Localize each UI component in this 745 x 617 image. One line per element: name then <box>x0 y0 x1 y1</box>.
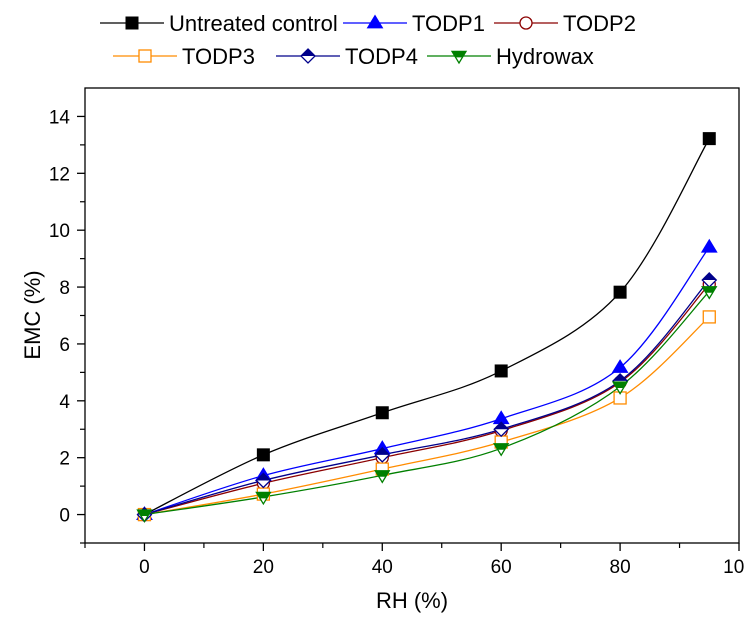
marker-fill <box>137 510 152 516</box>
marker-fill <box>613 373 628 381</box>
marker-shape <box>375 406 389 420</box>
x-axis-ticks: 0 20 40 60 80 100 <box>84 543 745 578</box>
x-tick-label: 40 <box>372 557 393 578</box>
data-point <box>136 509 153 523</box>
y-tick-label: 6 <box>59 335 70 356</box>
x-tick-label: 0 <box>139 557 150 578</box>
data-point <box>494 364 508 378</box>
data-point <box>702 310 716 324</box>
series-line <box>144 279 710 516</box>
x-tick-label: 60 <box>491 557 512 578</box>
data-point <box>701 286 718 300</box>
plot-area: 0 20 40 60 80 100 0 2 4 6 8 10 12 14 <box>49 87 745 578</box>
marker-fill <box>256 492 271 499</box>
legend-marker <box>138 49 152 63</box>
data-point <box>611 381 629 395</box>
legend-item: Untreated control <box>100 11 338 36</box>
y-tick-label: 4 <box>59 392 70 413</box>
marker-shape <box>125 16 139 30</box>
legend-marker <box>366 14 384 29</box>
data-point <box>374 470 391 484</box>
data-point <box>611 359 629 373</box>
legend-marker <box>300 48 316 64</box>
marker-shape <box>366 14 384 29</box>
marker-fill <box>375 447 390 455</box>
legend-marker <box>519 16 533 30</box>
marker-shape <box>256 448 270 462</box>
legend-label: TODP3 <box>182 44 255 69</box>
data-point <box>255 491 272 506</box>
legend-item: TODP2 <box>494 11 636 36</box>
legend-label: TODP2 <box>563 11 636 36</box>
legend-label: TODP1 <box>412 11 485 36</box>
marker-shape <box>611 359 629 373</box>
marker-shape <box>138 49 152 63</box>
marker-fill <box>494 443 509 450</box>
series-line <box>144 316 710 516</box>
y-tick-label: 10 <box>49 221 70 242</box>
legend-item: TODP3 <box>113 44 255 69</box>
legend-item: Hydrowax <box>427 44 594 69</box>
marker-fill <box>702 286 717 293</box>
series-line <box>144 283 710 516</box>
marker-fill <box>256 473 271 481</box>
x-axis-title: RH (%) <box>376 588 448 613</box>
plot-frame <box>84 87 740 544</box>
legend-marker <box>450 50 468 65</box>
data-point <box>256 448 270 462</box>
marker-shape <box>494 364 508 378</box>
marker-shape <box>519 16 533 30</box>
data-point <box>700 238 718 253</box>
legend-item: TODP1 <box>343 11 485 36</box>
data-point <box>493 443 510 457</box>
y-tick-label: 14 <box>49 107 71 128</box>
series-markers <box>136 132 718 523</box>
x-tick-label: 80 <box>610 557 631 578</box>
legend-marker <box>125 16 139 30</box>
y-tick-label: 0 <box>59 506 70 527</box>
legend: Untreated control TODP1 TODP2 TODP3 TODP4 Hyd… <box>100 11 636 69</box>
data-point <box>702 132 716 146</box>
data-point <box>493 421 510 438</box>
marker-fill <box>452 51 466 58</box>
marker-shape <box>613 285 627 299</box>
y-tick-label: 12 <box>49 164 70 185</box>
y-axis-title: EMC (%) <box>20 270 45 359</box>
legend-label: Hydrowax <box>496 44 594 69</box>
legend-label: Untreated control <box>169 11 338 36</box>
marker-fill <box>613 382 628 388</box>
marker-fill <box>301 49 315 56</box>
data-point <box>375 406 389 420</box>
legend-label: TODP4 <box>345 44 418 69</box>
marker-fill <box>375 470 390 477</box>
series-lines <box>144 138 710 516</box>
marker-shape <box>702 310 716 324</box>
series-line <box>144 290 710 516</box>
marker-shape <box>700 238 718 253</box>
marker-fill <box>494 422 509 430</box>
marker-fill <box>702 272 717 280</box>
y-tick-label: 2 <box>59 449 70 470</box>
data-point <box>374 446 391 463</box>
x-tick-label: 20 <box>253 557 274 578</box>
legend-item: TODP4 <box>276 44 418 69</box>
marker-shape <box>702 132 716 146</box>
data-point <box>613 285 627 299</box>
series-line <box>144 138 710 516</box>
series-line <box>144 246 710 516</box>
y-axis-ticks: 0 2 4 6 8 10 12 14 <box>49 107 85 544</box>
data-point <box>255 472 272 489</box>
x-tick-label: 100 <box>723 557 745 578</box>
y-tick-label: 8 <box>59 278 70 299</box>
